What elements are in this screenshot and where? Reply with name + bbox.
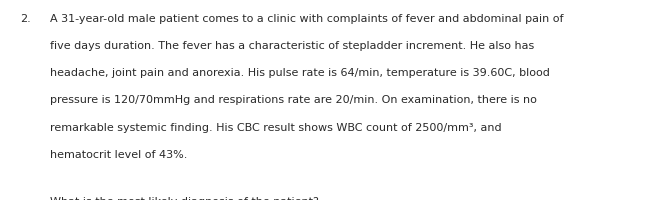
Text: remarkable systemic finding. His CBC result shows WBC count of 2500/mm³, and: remarkable systemic finding. His CBC res… — [50, 122, 501, 132]
Text: A 31-year-old male patient comes to a clinic with complaints of fever and abdomi: A 31-year-old male patient comes to a cl… — [50, 14, 563, 24]
Text: What is the most likely diagnosis of the patient?: What is the most likely diagnosis of the… — [50, 196, 318, 200]
Text: headache, joint pain and anorexia. His pulse rate is 64/min, temperature is 39.6: headache, joint pain and anorexia. His p… — [50, 68, 549, 78]
Text: pressure is 120/70mmHg and respirations rate are 20/min. On examination, there i: pressure is 120/70mmHg and respirations … — [50, 95, 536, 105]
Text: five days duration. The fever has a characteristic of stepladder increment. He a: five days duration. The fever has a char… — [50, 41, 534, 51]
Text: 2.: 2. — [20, 14, 30, 24]
Text: hematocrit level of 43%.: hematocrit level of 43%. — [50, 149, 187, 159]
